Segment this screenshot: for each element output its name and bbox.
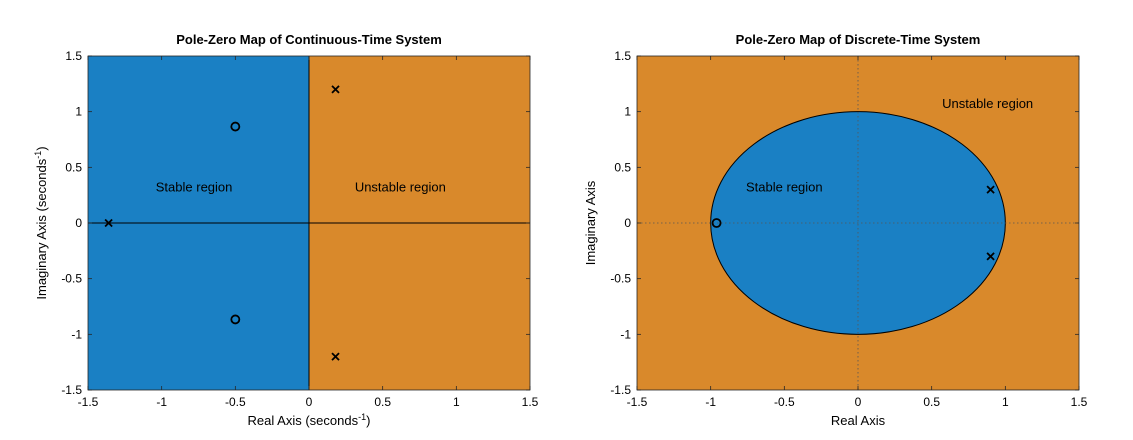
x-axis-label-close: ) [366,413,370,428]
y-tick-label: -1 [620,327,631,341]
region-label: Stable region [746,179,823,194]
pole-marker [986,252,995,261]
x-axis-label-text: Real Axis [831,413,886,428]
x-tick-label: 1.5 [522,395,539,409]
zero-marker [230,314,241,325]
pole-marker [104,218,113,228]
chart-title: Pole-Zero Map of Continuous-Time System [176,32,442,47]
chart-1: Stable region Unstable region -1.5 -1 -0.5 0 0… [33,32,539,428]
y-tick-label: -0.5 [610,272,631,286]
y-axis-label-text: Imaginary Axis (seconds [34,158,49,299]
region-label: Unstable region [942,96,1033,111]
y-tick-label: 0 [75,216,82,230]
y-tick-label: 0.5 [65,160,82,174]
y-axis-label-close: ) [34,146,49,150]
y-tick-label: 1 [624,105,631,119]
y-axis-label-exponent: -1 [33,151,43,159]
x-tick-label: 1 [1002,395,1009,409]
chart-title: Pole-Zero Map of Discrete-Time System [736,32,981,47]
y-tick-label: -1.5 [610,383,631,397]
region-label: Stable region [156,179,233,194]
x-tick-label: -1.5 [78,395,99,409]
pole-marker [331,85,340,94]
y-tick-label: -0.5 [61,272,82,286]
pole-marker [986,185,995,194]
y-tick-label: 1 [75,105,82,119]
x-tick-label: -0.5 [774,395,795,409]
zero-marker [711,218,722,228]
x-axis-label-text: Real Axis (seconds [248,413,359,428]
y-tick-label: -1 [71,327,82,341]
chart-2: Stable region Unstable region -1.5 -1 -0.5 0 0… [583,32,1088,428]
x-tick-label: -1.5 [627,395,648,409]
plot-area: Stable region Unstable region [637,56,1079,390]
y-axis-label: Imaginary Axis (seconds-1) [33,146,49,299]
x-tick-label: -1 [156,395,167,409]
y-tick-label: 1.5 [65,49,82,63]
x-axis-label-exponent: -1 [358,412,366,422]
pole-marker [331,352,340,361]
x-tick-label: 0.5 [923,395,940,409]
x-tick-label: 0.5 [374,395,391,409]
x-tick-label: -1 [705,395,716,409]
x-tick-label: 1.5 [1071,395,1088,409]
y-tick-label: 0.5 [614,160,631,174]
region-label: Unstable region [355,179,446,194]
y-axis-label-text: Imaginary Axis [583,180,598,265]
y-tick-label: -1.5 [61,383,82,397]
x-axis-label: Real Axis [831,413,886,428]
x-tick-label: -0.5 [225,395,246,409]
x-tick-label: 1 [453,395,460,409]
y-tick-label: 0 [624,216,631,230]
x-axis-label: Real Axis (seconds-1) [248,412,371,428]
y-axis-label: Imaginary Axis [583,180,598,265]
zero-marker [230,121,241,132]
y-tick-label: 1.5 [614,49,631,63]
plot-area: Stable region Unstable region [88,56,530,390]
x-tick-label: 0 [855,395,862,409]
x-tick-label: 0 [306,395,313,409]
